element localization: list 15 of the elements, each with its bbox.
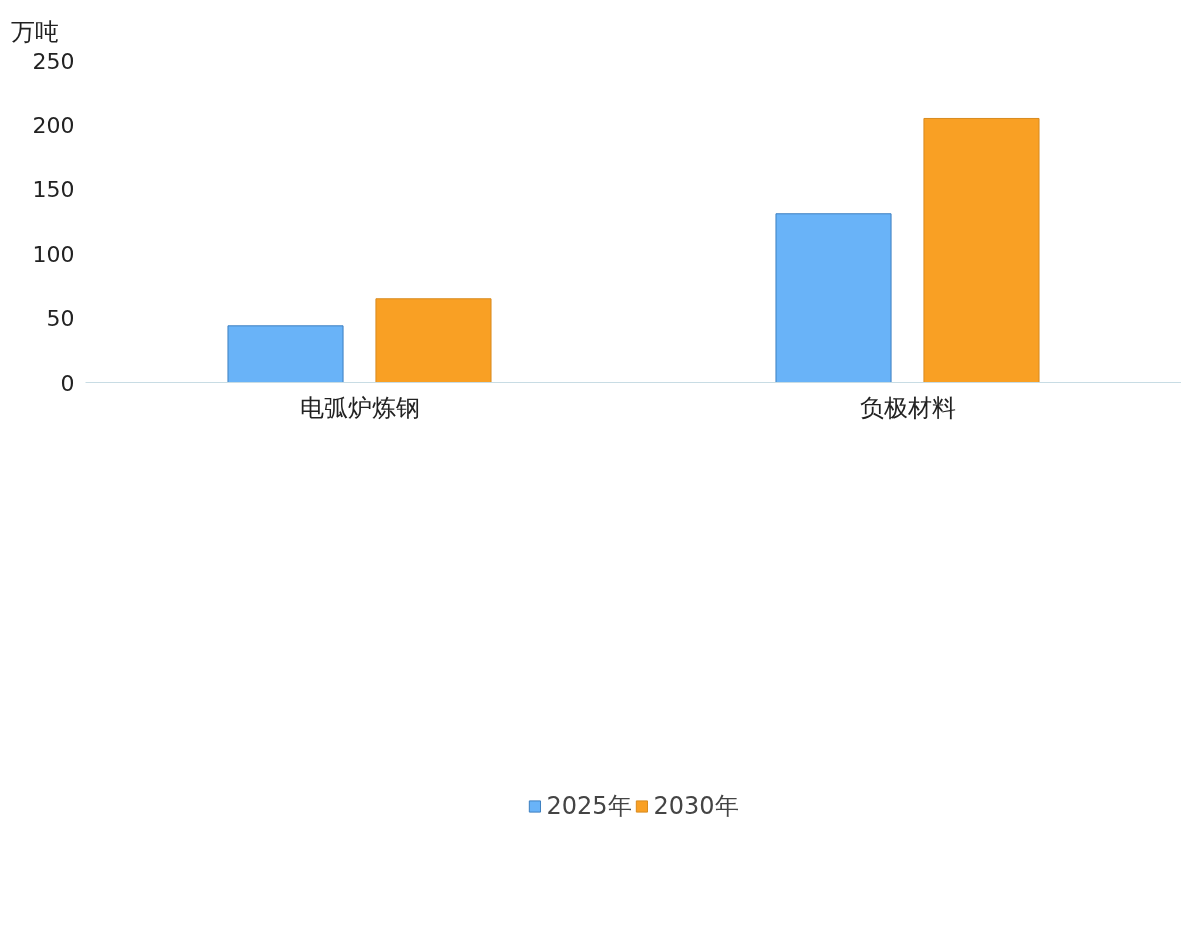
x-tick-label: 电弧炉炼钢: [299, 393, 420, 422]
y-tick-label: 150: [32, 177, 75, 203]
bar: [227, 325, 344, 383]
y-tick-label: 250: [32, 48, 75, 74]
y-tick-label: 100: [32, 241, 75, 267]
bar: [375, 298, 492, 383]
legend-label: 2030年: [653, 791, 739, 822]
y-tick-label: 200: [32, 112, 75, 138]
y-axis-title: 万吨: [10, 17, 59, 46]
x-tick-label: 负极材料: [859, 393, 956, 422]
legend-label: 2025年: [546, 791, 632, 822]
bar: [923, 117, 1040, 383]
bar: [775, 213, 892, 383]
y-tick-label: 50: [46, 306, 75, 332]
y-tick-label: 0: [60, 370, 75, 396]
